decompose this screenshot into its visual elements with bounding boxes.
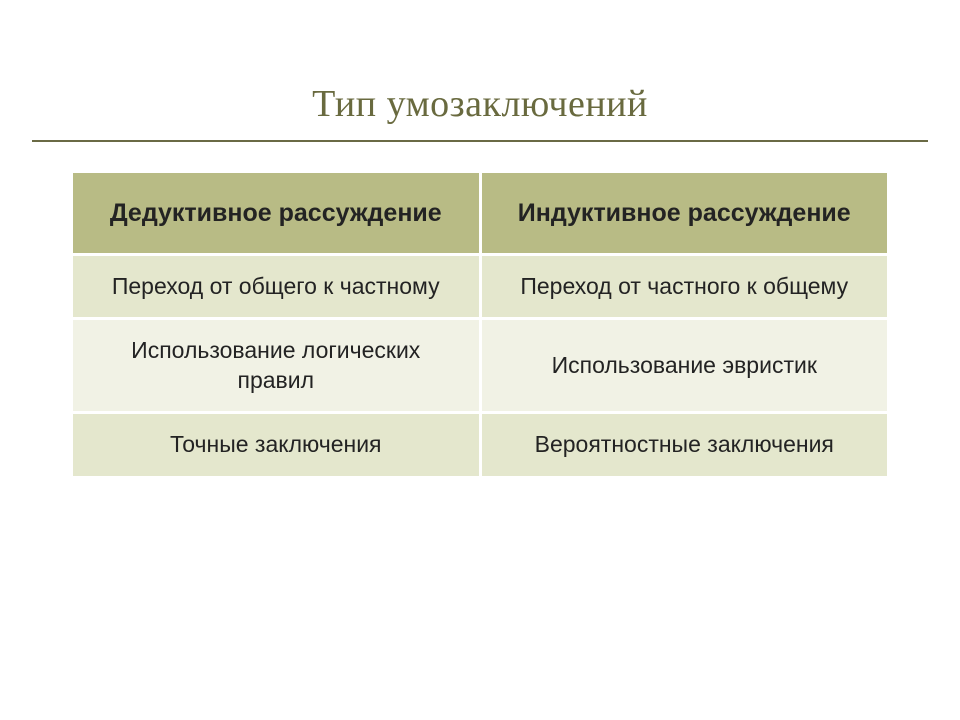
cell-inductive-rules: Использование эвристик xyxy=(480,319,889,413)
comparison-table-wrap: Дедуктивное рассуждение Индуктивное расс… xyxy=(70,170,890,479)
cell-deductive-rules: Использование логических правил xyxy=(72,319,481,413)
slide-title: Тип умозаключений xyxy=(0,0,960,140)
cell-deductive-transition: Переход от общего к частному xyxy=(72,255,481,319)
cell-deductive-conclusions: Точные заключения xyxy=(72,413,481,477)
cell-inductive-transition: Переход от частного к общему xyxy=(480,255,889,319)
title-rule xyxy=(32,140,928,142)
table-row: Переход от общего к частному Переход от … xyxy=(72,255,889,319)
cell-inductive-conclusions: Вероятностные заключения xyxy=(480,413,889,477)
slide: Тип умозаключений Дедуктивное рассуждени… xyxy=(0,0,960,720)
table-row: Точные заключения Вероятностные заключен… xyxy=(72,413,889,477)
header-inductive: Индуктивное рассуждение xyxy=(480,172,889,255)
table-header-row: Дедуктивное рассуждение Индуктивное расс… xyxy=(72,172,889,255)
comparison-table: Дедуктивное рассуждение Индуктивное расс… xyxy=(70,170,890,479)
header-deductive: Дедуктивное рассуждение xyxy=(72,172,481,255)
table-row: Использование логических правил Использо… xyxy=(72,319,889,413)
